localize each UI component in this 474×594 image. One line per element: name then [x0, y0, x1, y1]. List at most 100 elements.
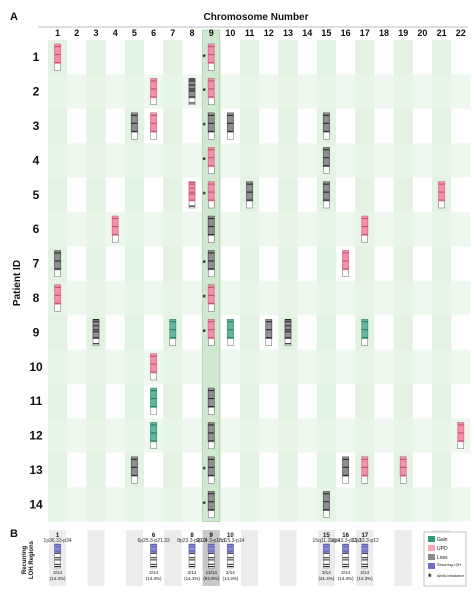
chromosome-event [150, 112, 158, 140]
recurring-count: 2/14 [149, 570, 158, 575]
event-loss [322, 181, 330, 202]
recurring-loh-mark [207, 544, 215, 553]
chromosome-event: * [203, 319, 215, 346]
recurring-band [323, 557, 330, 559]
recurring-band [323, 566, 330, 567]
chromosome-event: * [203, 181, 215, 209]
recurring-loh-mark [361, 544, 369, 553]
patient-tick-label: 10 [29, 360, 43, 374]
recurring-chromosome-label: 16 [342, 533, 349, 539]
recurring-band [189, 552, 195, 554]
row-band [48, 487, 471, 522]
event-upd [342, 250, 350, 271]
recurring-band [323, 552, 330, 554]
chromosome-event [150, 387, 158, 415]
recurring-percent: (14.3%) [146, 576, 162, 581]
chromosome-tick-label: 7 [170, 28, 175, 38]
chromosome-event [188, 181, 196, 209]
recurring-chromosome-label: 15 [323, 533, 330, 539]
event-upd [54, 44, 62, 64]
chromosome-event [188, 78, 196, 106]
row-band [48, 143, 471, 178]
recurring-region-label: 6p25.3-p21.33 [137, 538, 169, 544]
legend-recurring-label: Recurring LOH [437, 563, 461, 567]
patient-tick-label: 4 [33, 153, 40, 167]
recurring-loh-mark [226, 544, 234, 553]
recurring-band [227, 563, 234, 565]
recurring-band [189, 563, 195, 565]
chromosome-event [54, 250, 62, 277]
legend-upd-label: UPD [437, 546, 448, 552]
event-upd [150, 353, 158, 374]
event-upd [150, 78, 158, 99]
recurring-count: 2/14 [341, 570, 350, 575]
event-upd [399, 456, 407, 477]
recurring-band [361, 566, 368, 567]
allelic-imbalance-icon: * [203, 156, 207, 165]
chromosome-event [342, 250, 350, 277]
chromosome-tick-label: 8 [189, 28, 194, 38]
recurring-column-band [164, 530, 182, 586]
chromosome-band [189, 205, 195, 207]
recurring-column-band [125, 530, 143, 586]
recurring-band [227, 566, 234, 567]
recurring-band [323, 563, 330, 565]
recurring-band [189, 566, 195, 567]
chromosome-event [322, 112, 330, 140]
chromosome-tick-label: 13 [283, 28, 293, 38]
chromosome-event [111, 215, 119, 243]
row-band [48, 418, 471, 453]
recurring-count: 2/14 [226, 570, 235, 575]
allelic-imbalance-icon: * [203, 500, 207, 509]
chromosome-tick-label: 6 [151, 28, 156, 38]
recurring-band [150, 566, 157, 567]
event-loss [322, 112, 330, 133]
event-loss [54, 250, 62, 271]
event-loss [207, 216, 215, 236]
chromosome-tick-label: 21 [437, 28, 447, 38]
recurring-chromosome-label: 17 [361, 533, 368, 539]
recurring-column-band [279, 530, 297, 586]
chromosome-band [189, 102, 195, 104]
recurring-count: 3/14 [322, 570, 331, 575]
recurring-region-label: 1p36.33-p34 [44, 538, 72, 544]
chromosome-event: * [203, 491, 215, 518]
recurring-percent: (14.3%) [357, 576, 373, 581]
recurring-label-line-1: Recurring [22, 545, 28, 574]
patient-tick-label: 7 [33, 257, 40, 271]
recurring-region-label: 8p23.3-p21.3 [177, 538, 207, 544]
chromosome-event [130, 456, 138, 484]
recurring-band [150, 563, 157, 565]
allelic-imbalance-icon: * [203, 328, 207, 337]
recurring-percent: (92.9%) [203, 576, 219, 581]
recurring-band [189, 559, 195, 561]
panel-a-label: A [10, 11, 18, 23]
allelic-imbalance-icon: * [203, 122, 207, 131]
event-loss [207, 491, 215, 511]
chromosome-event [150, 78, 158, 106]
event-upd [207, 181, 215, 202]
chromosome-tick-label: 10 [225, 28, 235, 38]
event-upd [207, 319, 215, 339]
chromosome-tick-label: 3 [93, 28, 98, 38]
event-upd [361, 456, 369, 477]
event-loss [265, 319, 273, 339]
patient-tick-label: 6 [33, 222, 40, 236]
recurring-band [361, 563, 368, 565]
chromosome-tick-label: 20 [417, 28, 427, 38]
event-upd [188, 181, 196, 202]
recurring-column-band [394, 530, 412, 586]
chromosome-event [399, 456, 407, 484]
recurring-band [227, 559, 234, 561]
event-loss [130, 456, 138, 477]
recurring-chromosome-label: 8 [190, 533, 194, 539]
legend: Gain UPD Loss Recurring LOH * Allelic Im… [423, 531, 467, 587]
chromosome-tick-label: 4 [113, 28, 118, 38]
chromosome-event [54, 43, 62, 71]
chromosome-event [322, 146, 330, 174]
